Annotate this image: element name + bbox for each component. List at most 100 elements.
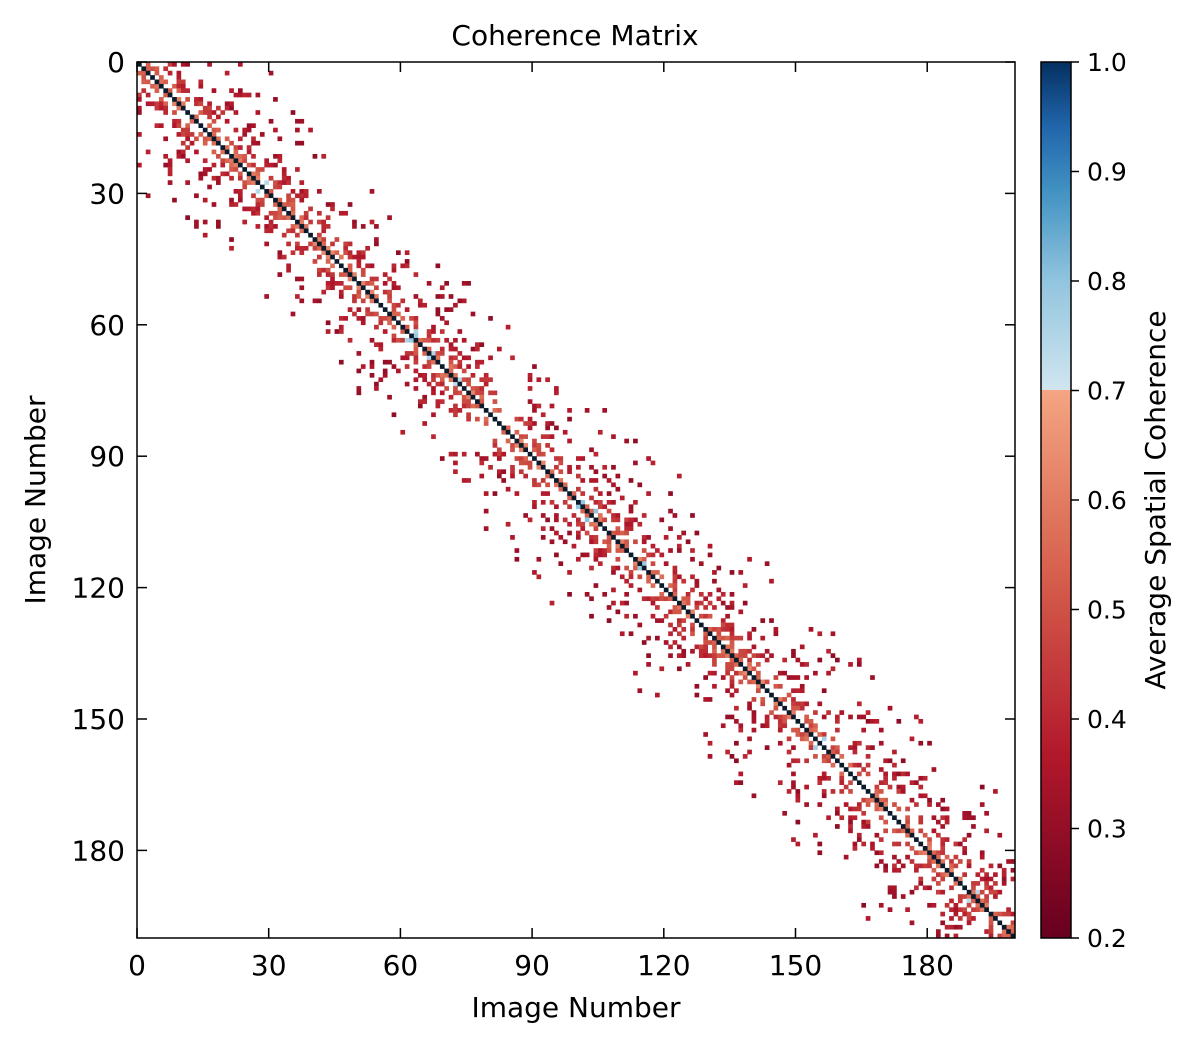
diagonal-cell [391, 316, 397, 321]
heatmap-cell [935, 933, 941, 939]
diagonal-cell [220, 145, 226, 150]
heatmap-cell [435, 355, 441, 361]
heatmap-cell [268, 118, 274, 124]
heatmap-cell [277, 197, 283, 203]
diagonal-cell [202, 127, 208, 133]
heatmap-cell [448, 342, 454, 347]
heatmap-cell [944, 902, 950, 908]
heatmap-cell [176, 70, 182, 76]
heatmap-cell [554, 464, 559, 470]
heatmap-cell [962, 872, 968, 877]
heatmap-cell [435, 403, 441, 409]
diagonal-cell [914, 837, 919, 842]
diagonal-cell [145, 70, 151, 76]
heatmap-cell [457, 329, 463, 334]
heatmap-cell [813, 754, 818, 759]
heatmap-cell [448, 307, 454, 312]
heatmap-cell [940, 841, 946, 847]
heatmap-cell [194, 114, 199, 120]
heatmap-cell [527, 517, 533, 523]
heatmap-cell [676, 548, 682, 553]
heatmap-cell [264, 215, 269, 220]
heatmap-cell [540, 478, 546, 483]
heatmap-cell [255, 175, 261, 181]
heatmap-cell [597, 491, 603, 496]
heatmap-cell [567, 591, 572, 597]
heatmap-cell [475, 451, 480, 457]
heatmap-cell [883, 819, 888, 825]
heatmap-cell [150, 83, 155, 89]
heatmap-cell [347, 263, 353, 269]
diagonal-cell [922, 846, 928, 851]
heatmap-cell [229, 245, 234, 251]
heatmap-cell [466, 281, 471, 286]
heatmap-cell [545, 425, 550, 431]
heatmap-cell [971, 907, 976, 913]
heatmap-cell [145, 101, 151, 107]
heatmap-cell [167, 167, 173, 172]
heatmap-cell [457, 298, 463, 304]
heatmap-cell [145, 66, 151, 72]
heatmap-cell [527, 372, 533, 378]
heatmap-cell [909, 797, 915, 803]
heatmap-cell [137, 105, 142, 111]
heatmap-cell [299, 285, 305, 291]
heatmap-cell [584, 408, 590, 413]
heatmap-cell [633, 438, 638, 444]
heatmap-cell [163, 162, 169, 168]
diagonal-cell [387, 311, 392, 317]
heatmap-cell [299, 219, 305, 225]
heatmap-cell [540, 434, 546, 439]
heatmap-cell [720, 653, 726, 658]
diagonal-cell [514, 438, 520, 444]
heatmap-cell [330, 263, 335, 269]
heatmap-cell [764, 723, 770, 729]
heatmap-cell [378, 320, 384, 326]
heatmap-cell [619, 548, 625, 553]
heatmap-cell [391, 311, 397, 317]
heatmap-cell [856, 771, 862, 777]
heatmap-cell [492, 408, 498, 413]
heatmap-cell [198, 110, 204, 115]
heatmap-cell [400, 263, 406, 269]
heatmap-cell [984, 898, 989, 904]
heatmap-cell [909, 828, 915, 834]
heatmap-cell [532, 403, 537, 409]
heatmap-cell [747, 701, 752, 707]
heatmap-cell [255, 202, 261, 207]
heatmap-cell [237, 62, 243, 67]
diagonal-cell [396, 320, 401, 326]
heatmap-cell [821, 789, 827, 794]
heatmap-cell [940, 837, 946, 842]
heatmap-cell [457, 377, 463, 383]
heatmap-cell [158, 79, 164, 85]
heatmap-cell [716, 565, 722, 571]
heatmap-cell [900, 863, 906, 869]
heatmap-cell [593, 535, 599, 540]
heatmap-cell [611, 500, 616, 505]
heatmap-cell [922, 775, 928, 781]
heatmap-cell [158, 75, 164, 80]
heatmap-cell [655, 548, 660, 553]
heatmap-cell [246, 162, 252, 168]
heatmap-cell [150, 66, 155, 72]
heatmap-cell [356, 316, 362, 321]
heatmap-cell [813, 710, 818, 715]
heatmap-cell [852, 749, 858, 755]
heatmap-cell [426, 381, 432, 387]
heatmap-cell [984, 902, 989, 908]
heatmap-cell [576, 556, 581, 562]
heatmap-cell [264, 224, 269, 229]
heatmap-cell [764, 719, 770, 724]
diagonal-cell [510, 434, 515, 439]
heatmap-cell [813, 727, 818, 733]
heatmap-cell [650, 460, 656, 466]
heatmap-cell [791, 758, 796, 764]
heatmap-cell [475, 403, 480, 409]
heatmap-cell [628, 574, 634, 580]
heatmap-cell [874, 850, 880, 856]
heatmap-cell [268, 219, 274, 225]
heatmap-cell [536, 574, 542, 580]
diagonal-cell [786, 710, 792, 715]
heatmap-cell [466, 412, 471, 418]
